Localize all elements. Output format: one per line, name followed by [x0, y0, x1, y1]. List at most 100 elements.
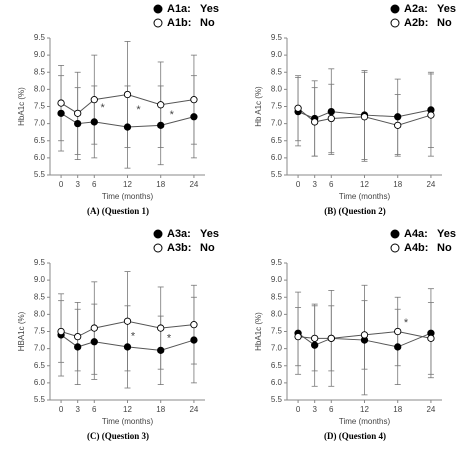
panel: 5.5 6.0 6.5 7.0 7.5 8.0 8.5 9.0 9.5 0 3 6 12 18 24 Time… [254, 228, 456, 441]
y-tick-label: 6.0 [271, 153, 283, 162]
legend-marker [153, 4, 163, 14]
x-tick-label: 12 [360, 405, 369, 414]
legend-marker [390, 243, 400, 253]
marker [427, 334, 435, 343]
legend-marker [390, 18, 400, 28]
marker [327, 334, 335, 343]
x-tick-label: 6 [329, 180, 334, 189]
y-tick-label: 7.5 [271, 327, 283, 336]
y-tick-label: 8.0 [34, 309, 46, 318]
legend-label: No [437, 242, 452, 254]
legend-marker [390, 4, 400, 14]
panel: 5.5 6.0 6.5 7.0 7.5 8.0 8.5 9.0 9.5 0 3 6 12 18 24 Time… [17, 228, 219, 441]
marker [294, 332, 302, 341]
legend-name: A1b: [167, 17, 191, 29]
marker [157, 324, 165, 332]
marker [190, 336, 198, 344]
legend-label: Yes [200, 3, 219, 15]
y-tick-label: 7.0 [271, 119, 283, 128]
x-tick-label: 0 [296, 180, 301, 189]
legend-marker [153, 18, 163, 28]
annotation: * [404, 317, 409, 329]
marker [394, 113, 402, 121]
y-axis-label: HbA1c (%) [254, 312, 263, 351]
x-axis-label: Time (months) [339, 192, 391, 201]
x-axis-label: Time (months) [339, 417, 391, 426]
marker [157, 346, 165, 354]
y-tick-label: 9.0 [271, 50, 283, 59]
marker [74, 119, 82, 128]
marker [394, 343, 402, 351]
legend-label: No [200, 242, 215, 254]
legend-name: A2b: [404, 17, 428, 29]
x-axis-label: Time (months) [102, 417, 154, 426]
marker [327, 107, 335, 116]
marker [90, 324, 98, 332]
legend-name: A1a: [167, 3, 191, 15]
marker [57, 99, 65, 107]
marker [90, 96, 98, 104]
marker [57, 109, 65, 118]
legend-label: No [437, 17, 452, 29]
marker [74, 109, 82, 118]
y-tick-label: 7.5 [34, 327, 46, 336]
legend-name: A4b: [404, 242, 428, 254]
y-axis-label: Hb A1c (%) [254, 86, 263, 127]
y-tick-label: 7.0 [271, 344, 283, 353]
annotation: * [136, 104, 141, 116]
y-tick-label: 6.0 [34, 378, 46, 387]
marker [311, 118, 319, 126]
marker [311, 341, 319, 349]
marker [123, 90, 132, 99]
y-tick-label: 9.5 [271, 33, 283, 42]
marker [190, 96, 198, 104]
annotation: * [170, 109, 175, 121]
marker [74, 332, 82, 341]
x-tick-label: 12 [123, 405, 132, 414]
y-tick-label: 6.5 [271, 361, 283, 370]
marker [394, 121, 402, 129]
legend-name: A3b: [167, 242, 191, 254]
y-tick-label: 7.0 [34, 344, 46, 353]
x-tick-label: 3 [75, 180, 80, 189]
caption: (D) (Question 4) [324, 431, 386, 441]
marker [427, 111, 435, 119]
y-tick-label: 8.5 [34, 292, 46, 301]
y-tick-label: 7.5 [34, 102, 46, 111]
marker [157, 121, 165, 129]
legend-name: A3a: [167, 228, 191, 240]
caption: (A) (Question 1) [87, 206, 149, 216]
y-tick-label: 5.5 [271, 170, 283, 179]
marker [327, 114, 335, 123]
y-tick-label: 9.0 [271, 275, 283, 284]
x-tick-label: 0 [296, 405, 301, 414]
x-tick-label: 24 [189, 180, 198, 189]
legend-name: A2a: [404, 3, 428, 15]
marker [74, 343, 82, 351]
x-tick-label: 0 [59, 180, 64, 189]
marker [190, 113, 198, 121]
y-tick-label: 8.0 [271, 309, 283, 318]
x-tick-label: 6 [329, 405, 334, 414]
x-tick-label: 24 [426, 180, 435, 189]
marker [57, 327, 65, 336]
y-tick-label: 8.0 [34, 84, 46, 93]
x-tick-label: 3 [312, 405, 317, 414]
marker [123, 317, 132, 325]
x-tick-label: 12 [360, 180, 369, 189]
annotation: * [131, 331, 136, 343]
y-tick-label: 5.5 [34, 395, 46, 404]
y-tick-label: 6.5 [34, 361, 46, 370]
annotation: * [100, 102, 105, 114]
y-tick-label: 9.0 [34, 50, 46, 59]
marker [360, 331, 369, 339]
y-tick-label: 6.5 [34, 136, 46, 145]
marker [90, 118, 98, 126]
x-tick-label: 3 [75, 405, 80, 414]
legend-label: Yes [200, 228, 219, 240]
y-axis-label: HBA1c (%) [17, 311, 26, 351]
x-axis-label: Time (months) [102, 192, 154, 201]
legend-label: Yes [437, 228, 456, 240]
y-tick-label: 8.5 [271, 292, 283, 301]
